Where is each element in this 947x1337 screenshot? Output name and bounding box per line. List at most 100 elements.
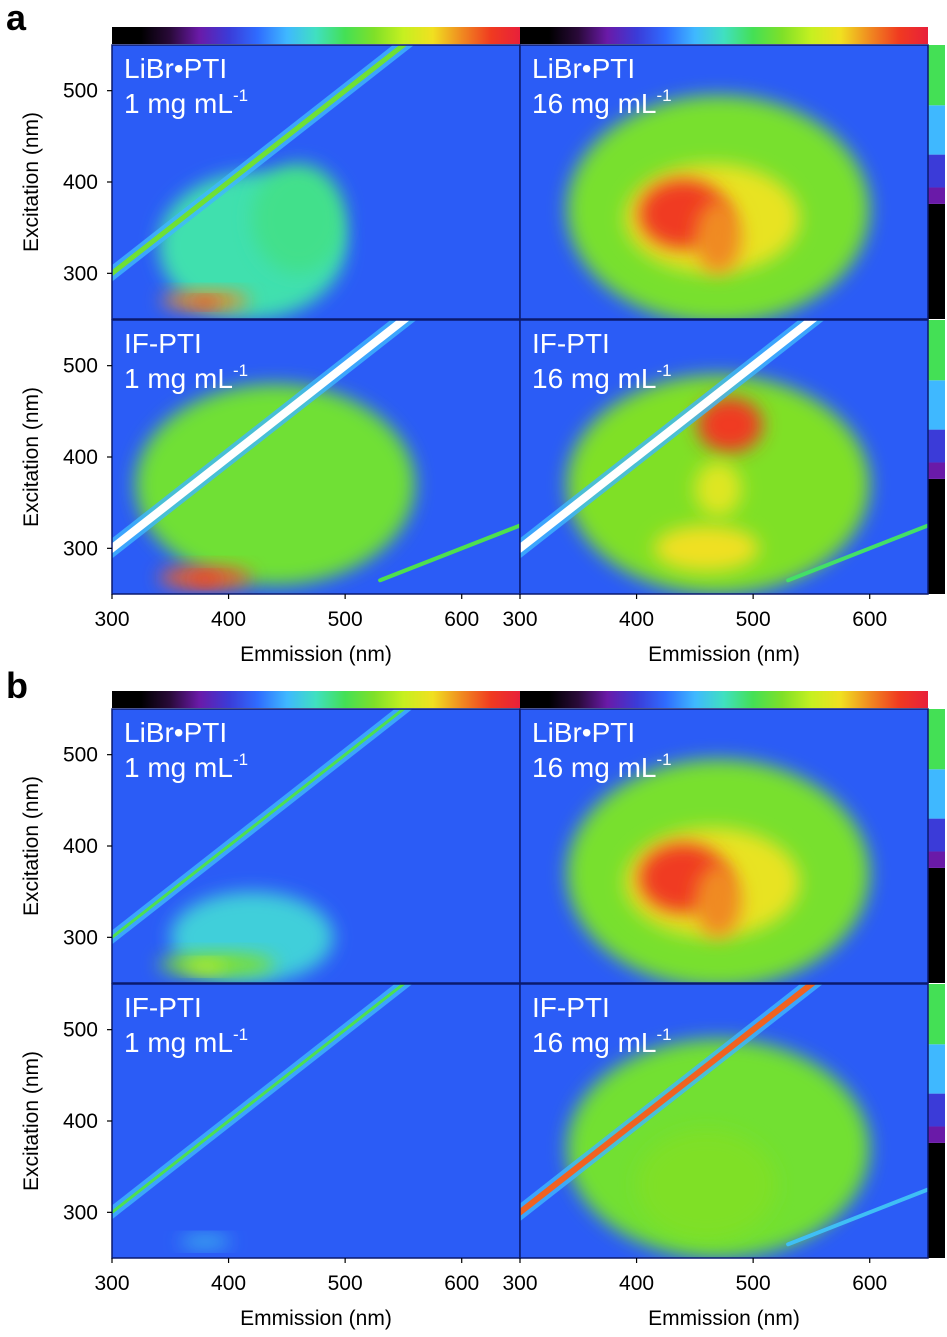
x-axis-label: Emmission (nm): [240, 643, 392, 666]
x-tick-label: 500: [736, 608, 771, 631]
colorbar-side-upper: [928, 709, 945, 983]
colorbar-segment: [928, 984, 945, 1045]
colorbar-segment: [928, 818, 945, 852]
second-order-scatter-line: [378, 523, 520, 583]
x-tick-label: 400: [619, 1272, 654, 1295]
sample-label: LiBr•PTI: [124, 717, 227, 748]
colorbar-side-lower: [928, 984, 945, 1258]
colorbar-segment: [928, 187, 945, 204]
y-tick-label: 400: [63, 171, 98, 194]
x-tick-label: 600: [852, 1272, 887, 1295]
second-order-scatter-line: [786, 1187, 928, 1247]
y-tick-label: 400: [63, 1110, 98, 1133]
colorbar-segment: [928, 429, 945, 463]
colorbar-segment: [928, 1126, 945, 1143]
emission-region: [184, 961, 227, 973]
colorbar-segment: [928, 478, 945, 594]
panel-label: b: [6, 665, 28, 706]
y-tick-label: 300: [63, 537, 98, 560]
y-tick-label: 500: [63, 80, 98, 103]
emission-region: [694, 200, 742, 274]
colorbar-segment: [112, 691, 520, 708]
colorbar-segment: [928, 203, 945, 319]
concentration-label: 1 mg mL-1: [124, 1025, 248, 1058]
y-tick-label: 500: [63, 744, 98, 767]
concentration-label: 16 mg mL-1: [532, 361, 672, 394]
x-tick-label: 400: [211, 608, 246, 631]
colorbar-segment: [928, 380, 945, 430]
emission-region: [654, 525, 759, 572]
x-tick-label: 500: [328, 608, 363, 631]
emission-region: [636, 1130, 777, 1240]
colorbar-segment: [520, 691, 928, 708]
emission-region: [697, 397, 763, 453]
x-axis-label: Emmission (nm): [648, 643, 800, 666]
plot-frame: [519, 708, 929, 984]
scatter-line: [112, 984, 406, 1215]
plot-frame: [519, 44, 929, 320]
second-order-scatter-line: [786, 523, 928, 583]
x-tick-label: 300: [502, 608, 537, 631]
emission-region: [135, 383, 416, 585]
y-tick-label: 500: [63, 355, 98, 378]
colorbar-segment: [928, 769, 945, 819]
x-tick-label: 600: [444, 608, 479, 631]
y-tick-label: 300: [63, 1201, 98, 1224]
colorbar-top: [112, 27, 928, 44]
emission-region: [179, 1236, 231, 1248]
emission-region: [694, 461, 742, 517]
concentration-label: 1 mg mL-1: [124, 86, 248, 119]
x-tick-label: 300: [94, 608, 129, 631]
colorbar-segment: [928, 867, 945, 983]
sample-label: LiBr•PTI: [532, 717, 635, 748]
y-tick-label: 300: [63, 926, 98, 949]
emission-region: [251, 163, 346, 274]
y-tick-label: 400: [63, 835, 98, 858]
scatter-line: [112, 45, 408, 277]
plot-frame: [519, 983, 929, 1259]
colorbar-segment: [928, 154, 945, 188]
scatter-line: [112, 320, 410, 554]
panel-b: b LiBr•PTI 1 mg mL-1 300 400 500 LiBr•PTI16 …: [6, 665, 945, 1330]
y-axis-label: Excitation (nm): [20, 112, 43, 252]
sample-label: IF-PTI: [532, 328, 610, 359]
y-tick-label: 500: [63, 1019, 98, 1042]
colorbar-segment: [928, 709, 945, 770]
colorbar-segment: [928, 105, 945, 155]
colorbar-segment: [928, 1142, 945, 1258]
x-tick-label: 500: [328, 1272, 363, 1295]
emission-region: [694, 864, 742, 938]
x-tick-label: 400: [211, 1272, 246, 1295]
sample-label: IF-PTI: [124, 328, 202, 359]
colorbar-segment: [928, 851, 945, 868]
concentration-label: 1 mg mL-1: [124, 361, 248, 394]
colorbar-segment: [928, 1044, 945, 1094]
sample-label: LiBr•PTI: [532, 53, 635, 84]
colorbar-side-upper: [928, 45, 945, 319]
scatter-line: [520, 320, 818, 554]
y-tick-label: 400: [63, 446, 98, 469]
x-tick-label: 400: [619, 608, 654, 631]
colorbar-segment: [928, 320, 945, 381]
plot-frame: [519, 319, 929, 595]
colorbar-top: [112, 691, 928, 708]
y-axis-label: Excitation (nm): [20, 1051, 43, 1191]
x-tick-label: 500: [736, 1272, 771, 1295]
x-axis-label: Emmission (nm): [648, 1307, 800, 1330]
concentration-label: 16 mg mL-1: [532, 86, 672, 119]
sample-label: LiBr•PTI: [124, 53, 227, 84]
colorbar-segment: [928, 1093, 945, 1127]
y-axis-label: Excitation (nm): [20, 776, 43, 916]
colorbar-segment: [928, 45, 945, 106]
colorbar-side-lower: [928, 320, 945, 594]
scatter-line: [112, 709, 406, 940]
